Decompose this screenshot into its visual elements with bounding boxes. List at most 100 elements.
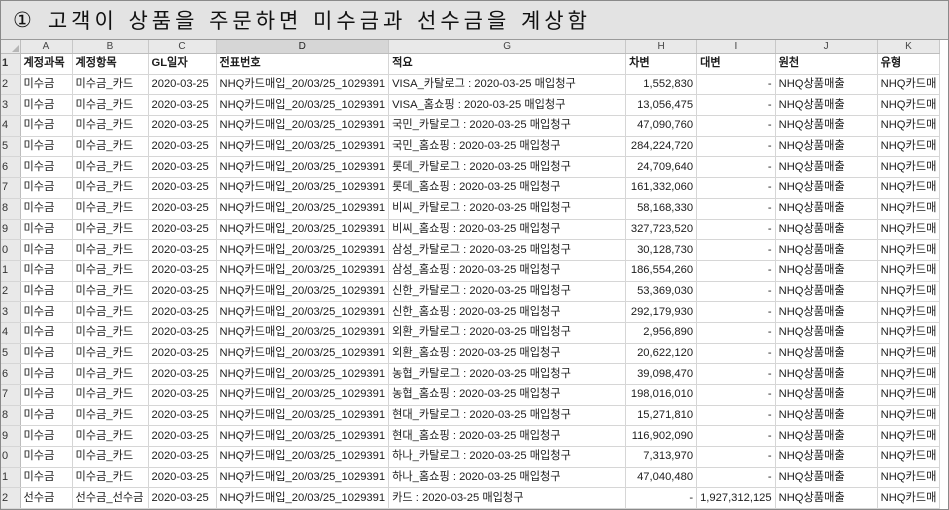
table-cell[interactable]: 미수금 xyxy=(20,198,73,220)
table-cell[interactable]: - xyxy=(696,219,776,241)
table-cell[interactable]: 2020-03-25 xyxy=(148,94,217,117)
table-cell[interactable]: NHQ카드매입_20/03/25_1029391 xyxy=(216,343,390,365)
row-number[interactable]: 0 xyxy=(1,446,21,468)
table-cell[interactable]: NHQ상품매출 xyxy=(775,136,878,158)
table-cell[interactable]: NHQ카드매 xyxy=(877,322,941,344)
table-cell[interactable]: 2020-03-25 xyxy=(148,425,217,448)
table-cell[interactable]: 284,224,720 xyxy=(625,136,698,158)
table-cell[interactable]: 미수금_카드 xyxy=(72,136,149,158)
table-cell[interactable]: 미수금_카드 xyxy=(72,343,149,365)
table-cell[interactable]: NHQ상품매출 xyxy=(775,74,878,96)
table-cell[interactable]: 2020-03-25 xyxy=(148,219,217,241)
table-cell[interactable]: NHQ상품매출 xyxy=(775,405,878,427)
column-header-g[interactable]: G xyxy=(388,40,627,54)
select-all-corner[interactable] xyxy=(1,40,21,54)
row-number[interactable]: 1 xyxy=(1,260,21,282)
column-title[interactable]: 계정과목 xyxy=(20,53,73,75)
table-cell[interactable]: NHQ상품매출 xyxy=(775,156,878,179)
row-number[interactable]: 2 xyxy=(1,281,21,303)
table-cell[interactable]: 미수금 xyxy=(20,136,73,158)
table-cell[interactable]: 현대_홈쇼핑 : 2020-03-25 매입청구 xyxy=(388,425,627,448)
table-cell[interactable]: 미수금 xyxy=(20,467,73,489)
table-cell[interactable]: 미수금_카드 xyxy=(72,281,149,303)
table-cell[interactable]: NHQ카드매 xyxy=(877,94,941,117)
table-cell[interactable]: 2020-03-25 xyxy=(148,487,217,509)
table-cell[interactable]: 2020-03-25 xyxy=(148,446,217,468)
table-cell[interactable]: 미수금 xyxy=(20,281,73,303)
table-cell[interactable]: NHQ상품매출 xyxy=(775,363,878,385)
row-number[interactable]: 3 xyxy=(1,301,21,323)
table-cell[interactable]: 미수금 xyxy=(20,425,73,448)
table-cell[interactable]: - xyxy=(696,363,776,385)
table-cell[interactable]: 미수금_카드 xyxy=(72,384,149,406)
table-cell[interactable]: NHQ카드매 xyxy=(877,363,941,385)
table-cell[interactable]: 하나_카탈로그 : 2020-03-25 매입청구 xyxy=(388,446,627,468)
table-cell[interactable]: 하나_홈쇼핑 : 2020-03-25 매입청구 xyxy=(388,467,627,489)
table-cell[interactable]: NHQ카드매 xyxy=(877,343,941,365)
table-cell[interactable]: 미수금_카드 xyxy=(72,198,149,220)
column-title[interactable]: 원천 xyxy=(775,53,878,75)
table-cell[interactable]: 국민_카탈로그 : 2020-03-25 매입청구 xyxy=(388,115,627,137)
row-number[interactable]: 9 xyxy=(1,219,21,241)
table-cell[interactable]: 2020-03-25 xyxy=(148,239,217,261)
table-cell[interactable]: NHQ카드매 xyxy=(877,405,941,427)
table-cell[interactable]: NHQ상품매출 xyxy=(775,384,878,406)
table-cell[interactable]: NHQ카드매 xyxy=(877,467,941,489)
column-title[interactable]: 대변 xyxy=(696,53,776,75)
table-cell[interactable]: 186,554,260 xyxy=(625,260,698,282)
table-cell[interactable]: 미수금 xyxy=(20,405,73,427)
table-cell[interactable]: - xyxy=(696,94,776,117)
table-cell[interactable]: NHQ카드매 xyxy=(877,219,941,241)
column-header-a[interactable]: A xyxy=(20,40,73,54)
table-cell[interactable]: NHQ카드매입_20/03/25_1029391 xyxy=(216,94,390,117)
table-cell[interactable]: 미수금 xyxy=(20,115,73,137)
table-cell[interactable]: 47,040,480 xyxy=(625,467,698,489)
table-cell[interactable]: NHQ상품매출 xyxy=(775,343,878,365)
table-cell[interactable]: 미수금 xyxy=(20,384,73,406)
row-number[interactable]: 5 xyxy=(1,343,21,365)
table-cell[interactable]: NHQ상품매출 xyxy=(775,198,878,220)
table-cell[interactable]: - xyxy=(696,384,776,406)
column-title[interactable]: 유형 xyxy=(877,53,941,75)
table-cell[interactable]: 미수금_카드 xyxy=(72,405,149,427)
table-cell[interactable]: 롯데_홈쇼핑 : 2020-03-25 매입청구 xyxy=(388,177,627,199)
table-cell[interactable]: NHQ카드매 xyxy=(877,156,941,179)
table-cell[interactable]: 327,723,520 xyxy=(625,219,698,241)
table-cell[interactable]: 미수금_카드 xyxy=(72,156,149,179)
table-cell[interactable]: 비씨_카탈로그 : 2020-03-25 매입청구 xyxy=(388,198,627,220)
table-cell[interactable]: 198,016,010 xyxy=(625,384,698,406)
table-cell[interactable]: 2020-03-25 xyxy=(148,322,217,344)
column-header-k[interactable]: K xyxy=(877,40,941,54)
table-cell[interactable]: 미수금_카드 xyxy=(72,219,149,241)
table-cell[interactable]: 13,056,475 xyxy=(625,94,698,117)
table-cell[interactable]: 30,128,730 xyxy=(625,239,698,261)
table-cell[interactable]: 1,927,312,125 xyxy=(696,487,776,509)
table-cell[interactable]: 2020-03-25 xyxy=(148,281,217,303)
table-cell[interactable]: NHQ상품매출 xyxy=(775,260,878,282)
table-cell[interactable]: NHQ카드매입_20/03/25_1029391 xyxy=(216,136,390,158)
table-cell[interactable]: 미수금 xyxy=(20,74,73,96)
table-cell[interactable]: 선수금 xyxy=(20,487,73,509)
table-cell[interactable]: NHQ상품매출 xyxy=(775,322,878,344)
column-title[interactable]: 적요 xyxy=(388,53,627,75)
table-cell[interactable]: - xyxy=(696,322,776,344)
table-cell[interactable]: NHQ카드매입_20/03/25_1029391 xyxy=(216,467,390,489)
table-cell[interactable]: 24,709,640 xyxy=(625,156,698,179)
table-cell[interactable]: NHQ상품매출 xyxy=(775,94,878,117)
table-cell[interactable]: 신한_홈쇼핑 : 2020-03-25 매입청구 xyxy=(388,301,627,323)
table-cell[interactable]: - xyxy=(625,487,698,509)
table-cell[interactable]: NHQ상품매출 xyxy=(775,425,878,448)
row-number[interactable]: 1 xyxy=(1,53,21,75)
table-cell[interactable]: - xyxy=(696,446,776,468)
table-cell[interactable]: 2020-03-25 xyxy=(148,260,217,282)
row-number[interactable]: 9 xyxy=(1,425,21,448)
table-cell[interactable]: NHQ상품매출 xyxy=(775,177,878,199)
table-cell[interactable]: NHQ카드매입_20/03/25_1029391 xyxy=(216,487,390,509)
table-cell[interactable]: 미수금 xyxy=(20,343,73,365)
table-cell[interactable]: 미수금_카드 xyxy=(72,363,149,385)
table-cell[interactable]: 292,179,930 xyxy=(625,301,698,323)
table-cell[interactable]: 미수금_카드 xyxy=(72,446,149,468)
table-cell[interactable]: - xyxy=(696,301,776,323)
table-cell[interactable]: NHQ상품매출 xyxy=(775,467,878,489)
table-cell[interactable]: - xyxy=(696,198,776,220)
